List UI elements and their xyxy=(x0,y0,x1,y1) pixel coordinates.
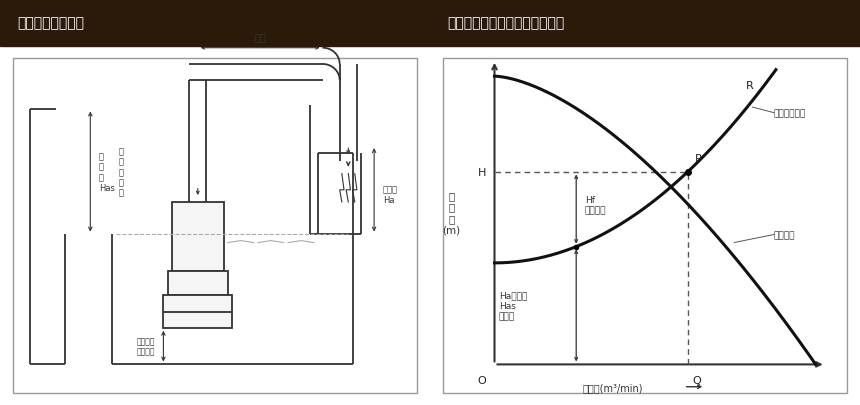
Bar xyxy=(163,296,232,328)
Bar xyxy=(168,271,228,296)
Bar xyxy=(13,59,417,393)
Bar xyxy=(430,0,860,47)
Bar xyxy=(172,202,224,271)
Text: ポンプ性能曲線と損失揚程曲線: ポンプ性能曲線と損失揚程曲線 xyxy=(447,16,564,30)
Text: 全
揚
程
(m): 全 揚 程 (m) xyxy=(442,190,461,235)
Text: 実揚程
Ha: 実揚程 Ha xyxy=(383,185,397,204)
Text: P: P xyxy=(695,154,701,164)
Text: Q: Q xyxy=(692,375,701,385)
Text: 揚水量(m³/min): 揚水量(m³/min) xyxy=(582,382,643,392)
Text: 性能曲線: 性能曲線 xyxy=(774,230,796,239)
Text: 最低吸込
有効高さ: 最低吸込 有効高さ xyxy=(136,337,155,356)
Text: 実
揚
程
Has: 実 揚 程 Has xyxy=(99,152,114,192)
Text: R: R xyxy=(746,81,754,91)
Text: Haまたは
Has
実揚程: Haまたは Has 実揚程 xyxy=(499,291,527,321)
Text: Hf
損失揚程: Hf 損失揚程 xyxy=(585,196,606,215)
Text: 管長: 管長 xyxy=(255,32,266,43)
Text: O: O xyxy=(477,375,486,385)
Text: 始
動
時
揚
高: 始 動 時 揚 高 xyxy=(119,147,123,197)
Text: 損失揚程曲線: 損失揚程曲線 xyxy=(774,109,807,118)
Bar xyxy=(0,0,430,47)
Text: H: H xyxy=(477,167,486,177)
Bar xyxy=(443,59,847,393)
Text: ポンプ据付配管図: ポンプ据付配管図 xyxy=(17,16,84,30)
